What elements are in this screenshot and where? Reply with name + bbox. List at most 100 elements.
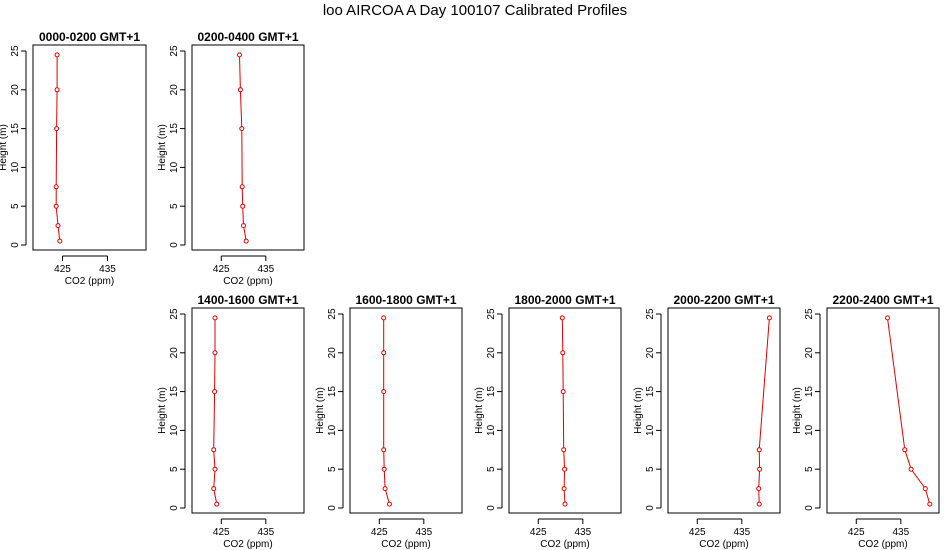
y-tick-label: 20 [10, 84, 21, 96]
y-tick-label: 15 [327, 386, 338, 398]
data-point [381, 447, 387, 453]
data-point [54, 87, 60, 93]
data-point [54, 52, 60, 58]
y-tick-label: 10 [10, 161, 21, 173]
y-axis-label: Height (m) [157, 387, 168, 434]
data-point [382, 486, 388, 492]
y-tick-label: 0 [10, 242, 21, 248]
data-point [766, 315, 772, 321]
x-tick-label: 435 [257, 527, 274, 538]
data-point [562, 501, 568, 507]
y-tick-label: 15 [169, 386, 180, 398]
data-point [381, 315, 387, 321]
data-point [560, 350, 566, 356]
y-tick-label: 0 [169, 505, 180, 511]
data-point [756, 486, 762, 492]
x-axis-label: CO2 (ppm) [381, 539, 430, 550]
x-tick-label: 435 [733, 527, 750, 538]
data-point [922, 486, 928, 492]
y-axis-label: Height (m) [792, 387, 803, 434]
y-tick-label: 15 [804, 386, 815, 398]
x-axis-label: CO2 (ppm) [223, 276, 272, 287]
data-point [902, 447, 908, 453]
series-line [887, 317, 931, 505]
series-line [758, 317, 770, 505]
series-line [213, 317, 218, 505]
x-axis-label: CO2 (ppm) [540, 539, 589, 550]
y-tick-label: 25 [486, 308, 497, 320]
plot-frame [508, 307, 622, 514]
y-tick-label: 25 [804, 308, 815, 320]
data-point [212, 350, 218, 356]
data-point [381, 466, 387, 472]
data-point [908, 466, 914, 472]
y-tick-label: 5 [804, 466, 815, 472]
data-point [240, 203, 246, 209]
y-tick-label: 25 [10, 45, 21, 57]
data-point [560, 389, 566, 395]
panel-title: 2200-2400 GMT+1 [832, 293, 933, 307]
y-tick-label: 20 [169, 347, 180, 359]
y-axis-label: Height (m) [315, 387, 326, 434]
y-tick-label: 0 [327, 505, 338, 511]
x-tick-label: 425 [848, 527, 865, 538]
y-tick-label: 10 [169, 161, 180, 173]
data-point [212, 315, 218, 321]
data-point [562, 466, 568, 472]
data-point [756, 447, 762, 453]
x-tick-label: 425 [213, 264, 230, 275]
y-tick-label: 0 [486, 505, 497, 511]
x-axis-label: CO2 (ppm) [699, 539, 748, 550]
y-axis-label: Height (m) [474, 387, 485, 434]
data-point [243, 238, 249, 244]
y-tick-label: 20 [486, 347, 497, 359]
y-tick-label: 10 [645, 424, 656, 436]
data-point [927, 501, 933, 507]
y-axis-label: Height (m) [0, 124, 9, 171]
y-tick-label: 20 [804, 347, 815, 359]
data-point [55, 223, 61, 229]
y-axis-label: Height (m) [157, 124, 168, 171]
y-tick-label: 20 [169, 84, 180, 96]
x-tick-label: 435 [574, 527, 591, 538]
plot-frame [826, 307, 940, 514]
x-axis-label: CO2 (ppm) [858, 539, 907, 550]
data-point [561, 486, 567, 492]
series-line [561, 317, 566, 505]
plot-frame [191, 307, 305, 514]
data-point [237, 52, 242, 58]
panel-title: 1600-1800 GMT+1 [355, 293, 456, 307]
y-tick-label: 25 [169, 308, 180, 320]
x-axis-label: CO2 (ppm) [65, 276, 114, 287]
panel-title: 0000-0200 GMT+1 [39, 30, 140, 44]
page-title: loo AIRCOA A Day 100107 Calibrated Profi… [322, 2, 628, 19]
data-point [885, 315, 890, 321]
y-tick-label: 0 [804, 505, 815, 511]
x-tick-label: 425 [371, 527, 388, 538]
y-tick-label: 10 [327, 424, 338, 436]
y-tick-label: 5 [169, 203, 180, 209]
y-tick-label: 25 [327, 308, 338, 320]
data-point [387, 501, 392, 507]
y-tick-label: 15 [645, 386, 656, 398]
data-point [211, 447, 217, 453]
x-tick-label: 425 [530, 527, 547, 538]
y-axis-label: Height (m) [633, 387, 644, 434]
data-point [239, 126, 245, 132]
x-tick-label: 435 [257, 264, 274, 275]
panel-title: 0200-0400 GMT+1 [197, 30, 298, 44]
x-tick-label: 435 [415, 527, 432, 538]
y-tick-label: 5 [486, 466, 497, 472]
panel-title: 1400-1600 GMT+1 [197, 293, 298, 307]
y-tick-label: 5 [169, 466, 180, 472]
plot-frame [667, 307, 781, 514]
data-point [211, 486, 217, 492]
y-tick-label: 15 [169, 123, 180, 135]
data-point [53, 184, 59, 190]
